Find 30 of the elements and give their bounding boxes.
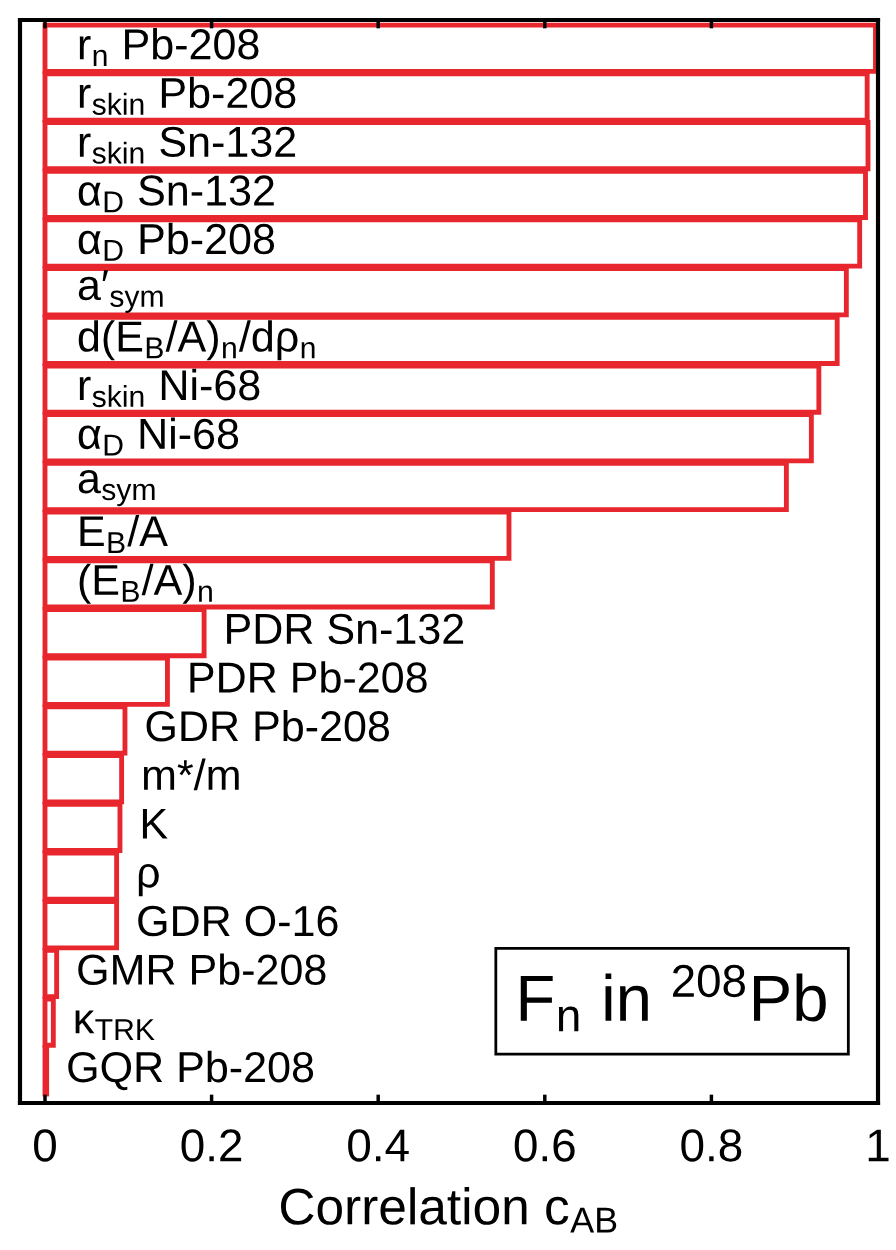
y-tick-label: r$_{skin}$ Sn-132: [79, 126, 296, 164]
y-tick-label: PDR Sn-132: [227, 613, 464, 645]
y-tick-label: κ$_{TRK}$: [75, 1010, 155, 1041]
y-tick-label: GDR O-16: [138, 905, 338, 937]
y-tick-label: r$_{skin}$ Pb-208: [79, 76, 296, 115]
x-tick-label: 0.4: [348, 1129, 409, 1162]
y-tick-label: GDR Pb-208: [146, 709, 390, 742]
y-tick-label: PDR Pb-208: [190, 661, 427, 693]
y-tick-label: α$_{D}$ Ni-68: [78, 417, 239, 456]
y-tick-label: α$_{D}$ Pb-208: [78, 222, 275, 261]
y-tick-label: E$_{B}$/A: [80, 514, 168, 553]
y-tick-label: d(E$_{B}$/A)$_{n}$/dρ$_{n}$: [78, 320, 315, 361]
y-tick-label: (E$_{B}$/A)$_{n}$: [79, 563, 212, 604]
x-tick-label: 0.8: [681, 1129, 742, 1162]
x-tick-label: 0: [34, 1129, 56, 1162]
y-tick-label: GQR Pb-208: [68, 1050, 314, 1091]
y-tick-label: K: [142, 808, 168, 839]
y-tick-label: ρ: [138, 864, 159, 897]
y-tick-label: GMR Pb-208: [78, 953, 326, 986]
y-tick-label: a$_{sym}$: [78, 469, 155, 507]
y-tick-label: α$_{D}$ Sn-132: [78, 175, 274, 213]
annotation: F$_{n}$ in $^{208}$Pb: [520, 964, 826, 1032]
x-tick-label: 0.6: [514, 1129, 575, 1162]
y-tick-label: a′$_{sym}$: [78, 270, 163, 313]
x-axis-title: Correlation c$_{AB}$: [281, 1187, 617, 1233]
x-tick-label: 1: [868, 1129, 889, 1162]
y-tick-label: m*/m: [143, 758, 239, 791]
x-tick-label: 0.2: [181, 1129, 242, 1162]
y-tick-label: r$_{skin}$ Ni-68: [79, 368, 260, 408]
y-tick-label: r$_{n}$ Pb-208: [79, 27, 259, 66]
